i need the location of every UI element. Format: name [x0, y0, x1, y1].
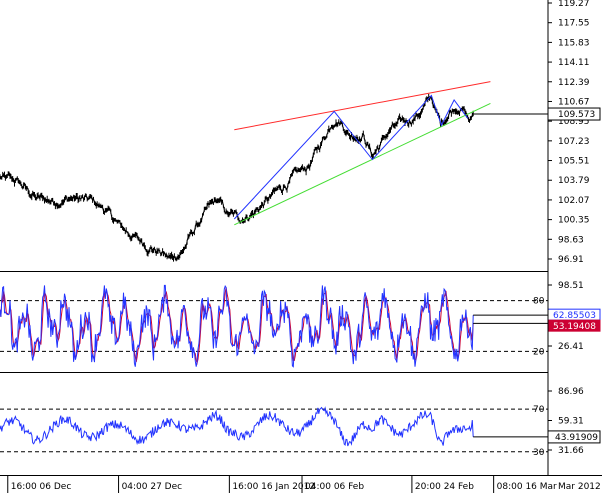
price-last-value-label: 109.573	[558, 110, 595, 120]
rsi-y-tick-label: 86.96	[558, 387, 584, 397]
stochastic-y-tick-label: 26.41	[558, 342, 584, 352]
stochastic-k-line	[0, 284, 474, 368]
price-series-line	[0, 93, 474, 262]
x-tick-label: 08:00 16 Mar	[497, 482, 557, 492]
x-tick-label: 04:00 27 Dec	[122, 482, 183, 492]
price-y-axis: 119.27 117.55 115.83 114.11 112.39 110.67 108.…	[548, 0, 590, 265]
price-y-tick-label: 105.51	[558, 157, 590, 167]
rsi-panel: 86.96 59.31 31.66 70 30 43.91909	[0, 387, 601, 458]
chart-frame	[0, 0, 602, 476]
price-y-tick-label: 107.23	[558, 137, 590, 147]
stochastic-k-value-label: 62.85503	[553, 311, 596, 321]
x-tick-label: 16:00 16 Jan 2012	[232, 482, 315, 492]
x-tick-label: 16:00 06 Dec	[11, 482, 72, 492]
zigzag-line	[233, 94, 469, 220]
rsi-y-tick-label: 59.31	[558, 417, 584, 427]
stochastic-y-axis: 98.51 26.41	[548, 281, 584, 352]
time-x-axis: 16:00 06 Dec 04:00 27 Dec 16:00 16 Jan 201…	[7, 475, 601, 493]
price-y-tick-label: 108.95	[558, 117, 590, 127]
x-tick-label: 20:00 24 Feb	[415, 482, 474, 492]
x-tick-label: 04:00 06 Feb	[305, 482, 364, 492]
stochastic-d-value-label: 53.19408	[553, 322, 596, 332]
rsi-level-label: 70	[533, 405, 545, 415]
rsi-y-tick-label: 31.66	[558, 446, 584, 456]
rsi-levels: 70 30	[0, 405, 548, 458]
rsi-level-label: 30	[533, 448, 545, 458]
x-period-label: Mar 2012	[558, 482, 601, 492]
price-y-tick-label: 114.11	[558, 58, 590, 68]
rsi-line	[0, 406, 474, 447]
price-y-tick-label: 103.79	[558, 176, 590, 186]
price-y-tick-label: 102.07	[558, 196, 590, 206]
price-y-tick-label: 117.55	[558, 19, 590, 29]
price-y-tick-label: 110.67	[558, 97, 590, 107]
support-trendline	[234, 102, 491, 226]
rsi-last-value-label: 43.91909	[555, 433, 598, 443]
stochastic-y-tick-label: 98.51	[558, 281, 584, 291]
rsi-y-axis: 86.96 59.31 31.66	[548, 387, 584, 456]
stochastic-panel: 98.51 26.41 80 20 62.85503 53.19408	[0, 281, 601, 368]
price-y-tick-label: 98.63	[558, 235, 584, 245]
price-y-tick-label: 119.27	[558, 0, 590, 9]
price-y-tick-label: 96.91	[558, 255, 584, 265]
price-y-tick-label: 112.39	[558, 78, 590, 88]
resistance-trendline	[234, 81, 491, 131]
stochastic-level-label: 80	[533, 297, 545, 307]
price-y-tick-label: 115.83	[558, 38, 590, 48]
stochastic-level-label: 20	[533, 347, 545, 357]
price-y-tick-label: 100.35	[558, 216, 590, 226]
price-panel: 119.27 117.55 115.83 114.11 112.39 110.67 108.…	[0, 0, 601, 265]
